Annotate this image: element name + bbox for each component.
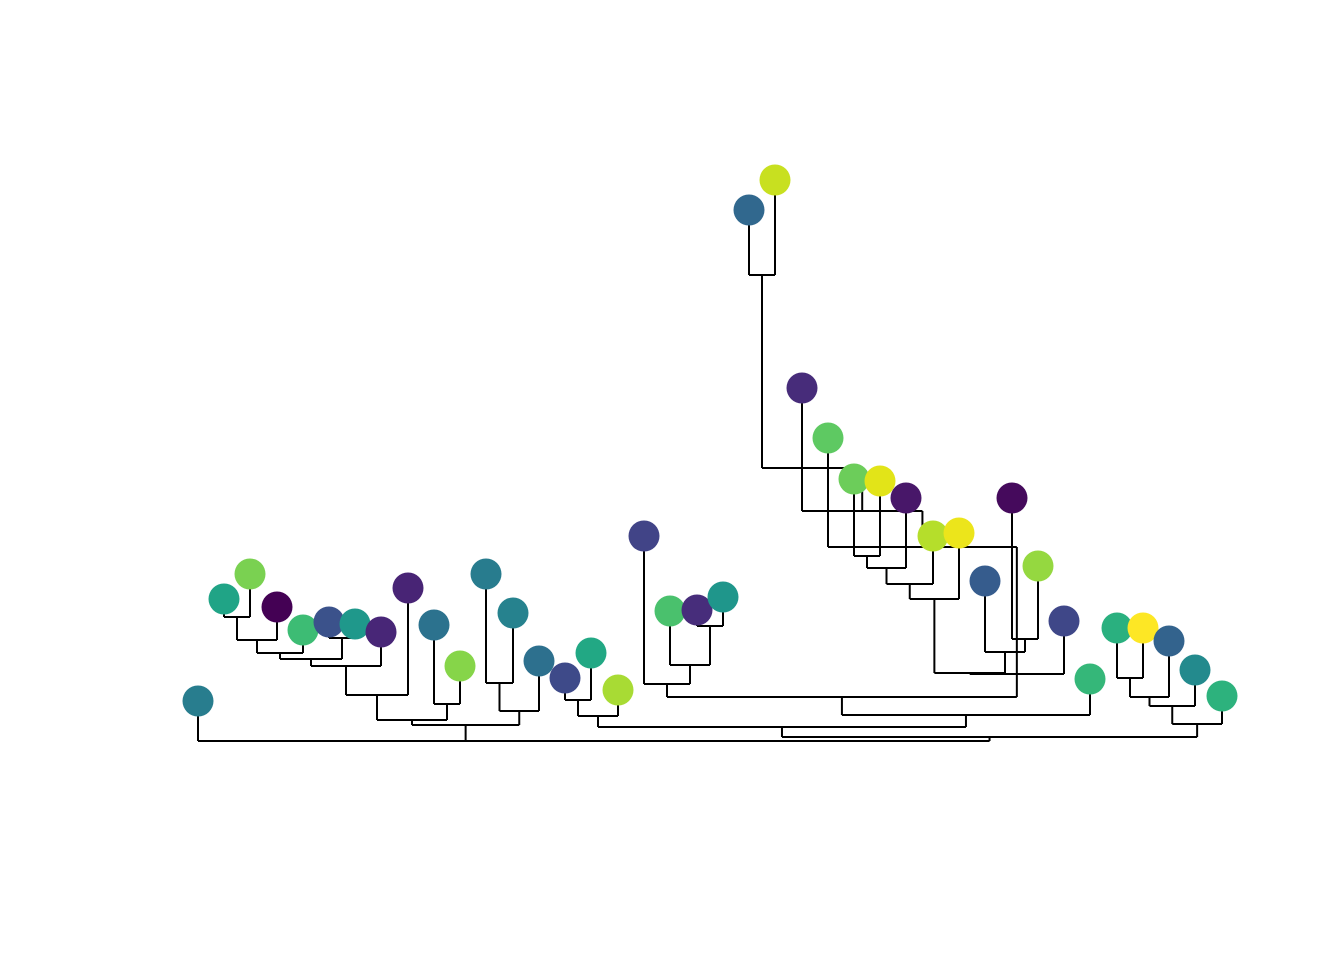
tip-node-t39 — [1179, 654, 1211, 686]
tip-node-t11 — [444, 650, 476, 682]
tip-node-t02 — [208, 583, 240, 615]
tip-node-t21 — [707, 581, 739, 613]
tip-node-t25 — [812, 422, 844, 454]
tip-node-t37 — [1127, 612, 1159, 644]
tip-node-t15 — [549, 662, 581, 694]
tip-node-t08 — [365, 616, 397, 648]
tip-node-t38 — [1153, 625, 1185, 657]
tip-node-t04 — [261, 591, 293, 623]
tip-node-t29 — [917, 520, 949, 552]
tip-node-t35 — [1074, 663, 1106, 695]
tip-node-t17 — [602, 674, 634, 706]
tip-node-t33 — [1022, 550, 1054, 582]
tip-node-t28 — [890, 482, 922, 514]
tip-node-t20 — [681, 594, 713, 626]
tip-node-t10 — [418, 609, 450, 641]
tip-node-t26 — [838, 463, 870, 495]
tip-node-t07 — [339, 608, 371, 640]
tip-node-t09 — [392, 572, 424, 604]
tip-node-t40 — [1206, 680, 1238, 712]
tip-node-t14 — [523, 645, 555, 677]
tip-node-t23 — [759, 164, 791, 196]
tip-node-t32 — [996, 482, 1028, 514]
tree-tips — [182, 164, 1238, 717]
tip-node-t27 — [864, 465, 896, 497]
tip-node-t05 — [287, 614, 319, 646]
tip-node-t30 — [943, 517, 975, 549]
tip-node-t12 — [470, 558, 502, 590]
tip-node-t22 — [733, 194, 765, 226]
tip-node-t19 — [654, 595, 686, 627]
tip-node-t01 — [182, 685, 214, 717]
tree-edges — [197, 180, 1223, 742]
tip-node-t18 — [628, 520, 660, 552]
tip-node-t16 — [575, 637, 607, 669]
tip-node-t06 — [313, 606, 345, 638]
tip-node-t36 — [1101, 612, 1133, 644]
tip-node-t34 — [1048, 605, 1080, 637]
tip-node-t13 — [497, 597, 529, 629]
tip-node-t24 — [786, 372, 818, 404]
tip-node-t03 — [234, 558, 266, 590]
tip-node-t31 — [969, 565, 1001, 597]
